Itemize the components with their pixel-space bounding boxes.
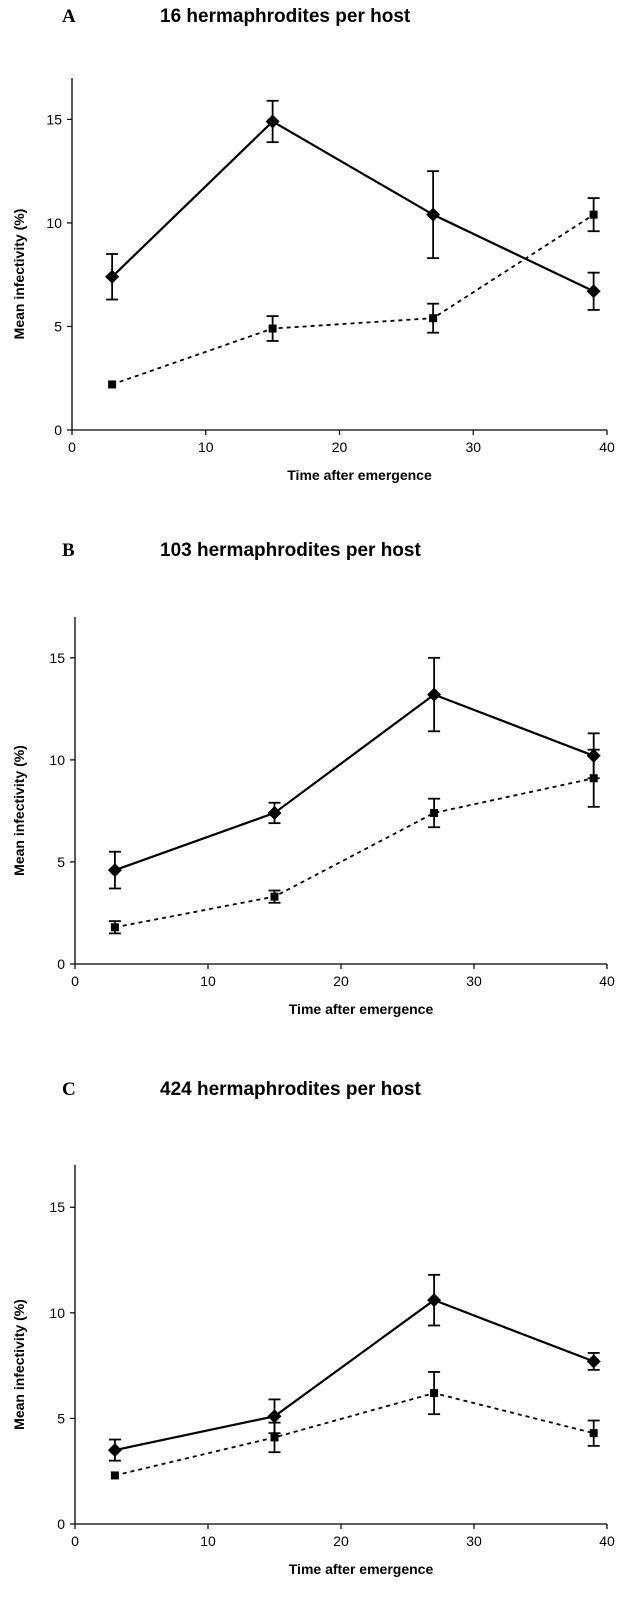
y-axis-label: Mean infectivity (%) [11,209,27,340]
x-tick-label: 30 [466,1533,482,1549]
data-point [427,1293,442,1308]
data-point [268,324,277,333]
series-solid [107,1273,601,1462]
x-axis-label: Time after emergence [287,467,432,483]
data-point [105,269,120,284]
y-tick-label: 0 [54,422,62,438]
x-tick-label: 0 [68,439,76,455]
series-line [114,777,594,929]
data-point [107,863,122,878]
y-tick-label: 5 [57,1410,65,1426]
data-point [589,774,598,783]
series-line [114,1392,594,1477]
x-tick-label: 10 [200,973,216,989]
y-axis-label: Mean infectivity (%) [11,1299,27,1430]
panel-label: C [62,1079,76,1100]
data-point [427,687,442,702]
series-dashed [108,197,600,389]
data-point [110,1471,119,1480]
data-point [108,380,117,389]
panel-label: A [62,6,76,27]
data-point [270,892,279,901]
series-line [114,1298,595,1452]
y-tick-label: 5 [54,318,62,334]
chart-title: 16 hermaphrodites per host [160,6,411,27]
y-tick-label: 10 [46,215,62,231]
data-point [430,808,439,817]
x-tick-label: 40 [599,1533,615,1549]
x-tick-label: 40 [599,973,615,989]
data-point [267,1409,282,1424]
data-point [267,805,282,820]
x-tick-label: 30 [466,973,482,989]
data-point [265,114,280,129]
chart-a: 0 5 10 15 0 10 20 30 40 Time after emergence Mean … [11,78,615,483]
series-solid [105,99,601,311]
series-dashed [108,748,600,935]
x-axis-label: Time after emergence [289,1561,434,1577]
data-point [270,1433,279,1442]
x-tick-label: 10 [198,439,214,455]
y-axis-label: Mean infectivity (%) [11,745,27,876]
y-tick-label: 10 [49,1305,65,1321]
data-point [586,1354,601,1369]
panel-b: B 103 hermaphrodites per host 0 5 10 15 0 10 2… [0,534,627,1054]
data-point [589,1429,598,1438]
x-tick-label: 20 [333,1533,349,1549]
x-axis-label: Time after emergence [289,1001,434,1017]
series-line [111,120,595,293]
chart-title: 424 hermaphrodites per host [160,1079,421,1100]
x-tick-label: 0 [71,973,79,989]
chart-c: 0 5 10 15 0 10 20 30 40 Time after emergence Mean … [11,1165,615,1577]
data-point [430,1389,439,1398]
y-tick-label: 15 [49,650,65,666]
y-tick-label: 15 [49,1199,65,1215]
series-line [114,693,595,872]
panel-label: B [62,540,75,561]
x-tick-label: 20 [332,439,348,455]
x-tick-label: 10 [200,1533,216,1549]
y-tick-label: 5 [57,854,65,870]
y-tick-label: 10 [49,752,65,768]
data-point [429,314,438,323]
y-tick-label: 15 [46,111,62,127]
data-point [589,210,598,219]
series-dashed [110,1371,600,1480]
data-point [426,207,441,222]
series-line [111,213,595,386]
y-tick-label: 0 [57,1516,65,1532]
chart-title: 103 hermaphrodites per host [160,540,421,561]
series-solid [107,656,601,890]
chart-b: 0 5 10 15 0 10 20 30 40 Time after emergence Mean … [11,617,615,1017]
data-point [586,284,601,299]
panel-c: C 424 hermaphrodites per host 0 5 10 15 0 10 2… [0,1073,627,1609]
panel-a: A 16 hermaphrodites per host 0 5 10 15 0 10 20… [0,0,627,510]
x-tick-label: 0 [71,1533,79,1549]
data-point [110,923,119,932]
x-tick-label: 30 [465,439,481,455]
data-point [107,1443,122,1458]
y-tick-label: 0 [57,956,65,972]
x-tick-label: 20 [333,973,349,989]
x-tick-label: 40 [599,439,615,455]
